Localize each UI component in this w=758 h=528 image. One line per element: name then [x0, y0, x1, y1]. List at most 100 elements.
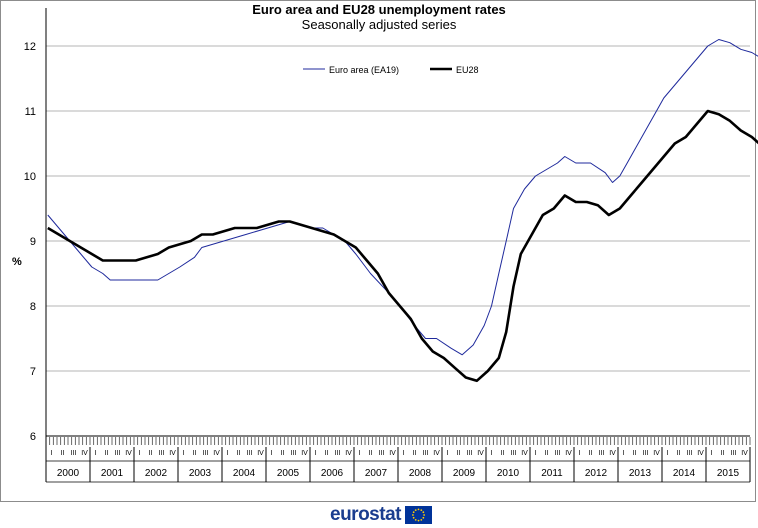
- quarter-label: IV: [521, 450, 528, 457]
- quarter-label: II: [589, 450, 593, 457]
- flag-star-icon: [412, 511, 415, 514]
- year-label: 2001: [101, 468, 124, 479]
- quarter-label: IV: [565, 450, 572, 457]
- year-label: 2004: [233, 468, 256, 479]
- flag-star-icon: [420, 509, 423, 512]
- quarter-label: I: [711, 450, 713, 457]
- quarter-label: IV: [345, 450, 352, 457]
- year-label: 2006: [321, 468, 344, 479]
- year-label: 2013: [629, 468, 652, 479]
- quarter-label: II: [369, 450, 373, 457]
- quarter-label: III: [115, 450, 121, 457]
- quarter-label: I: [95, 450, 97, 457]
- quarter-label: II: [457, 450, 461, 457]
- year-label: 2010: [497, 468, 520, 479]
- year-label: 2009: [453, 468, 476, 479]
- quarter-label: III: [599, 450, 605, 457]
- y-axis-label: %: [12, 256, 22, 268]
- flag-star-icon: [417, 519, 420, 522]
- legend-label-eu28: EU28: [456, 65, 479, 75]
- quarter-label: III: [687, 450, 693, 457]
- flag-star-icon: [417, 508, 420, 511]
- quarter-label: III: [379, 450, 385, 457]
- quarter-label: II: [413, 450, 417, 457]
- quarter-label: III: [731, 450, 737, 457]
- quarter-label: I: [623, 450, 625, 457]
- chart-frame: [0, 0, 756, 502]
- quarter-label: I: [403, 450, 405, 457]
- year-label: 2015: [717, 468, 740, 479]
- flag-star-icon: [414, 509, 417, 512]
- quarter-label: II: [721, 450, 725, 457]
- quarter-label: III: [555, 450, 561, 457]
- flag-star-icon: [420, 518, 423, 521]
- quarter-label: IV: [81, 450, 88, 457]
- y-tick-label: 7: [30, 366, 36, 378]
- flag-star-icon: [411, 514, 414, 516]
- flag-background: [404, 506, 432, 524]
- flag-star-icon: [422, 511, 425, 514]
- flag-star-icon: [423, 514, 425, 516]
- y-tick-label: 10: [24, 171, 36, 183]
- quarter-label: IV: [257, 450, 264, 457]
- quarter-label: II: [501, 450, 505, 457]
- eurostat-logo: eurostat: [330, 504, 401, 525]
- quarter-label: I: [579, 450, 581, 457]
- quarter-label: III: [291, 450, 297, 457]
- quarter-label: IV: [697, 450, 704, 457]
- quarter-label: IV: [213, 450, 220, 457]
- quarter-label: IV: [389, 450, 396, 457]
- quarter-label: IV: [301, 450, 308, 457]
- quarter-label: IV: [741, 450, 748, 457]
- quarter-label: II: [193, 450, 197, 457]
- quarter-label: II: [545, 450, 549, 457]
- quarter-label: II: [105, 450, 109, 457]
- chart-title: Euro area and EU28 unemployment rates: [252, 2, 506, 17]
- flag-star-icon: [414, 518, 417, 521]
- chart-subtitle: Seasonally adjusted series: [301, 17, 457, 32]
- quarter-label: I: [227, 450, 229, 457]
- series-line-ea19: [47, 39, 758, 356]
- quarter-label: I: [271, 450, 273, 457]
- flag-star-icon: [422, 516, 425, 519]
- year-label: 2008: [409, 468, 432, 479]
- quarter-label: I: [51, 450, 53, 457]
- quarter-label: III: [423, 450, 429, 457]
- quarter-label: II: [149, 450, 153, 457]
- quarter-label: III: [247, 450, 253, 457]
- quarter-label: IV: [609, 450, 616, 457]
- legend-label-ea19: Euro area (EA19): [329, 65, 399, 75]
- quarter-label: IV: [433, 450, 440, 457]
- eu-flag-icon: [404, 506, 432, 524]
- year-label: 2012: [585, 468, 608, 479]
- quarter-label: II: [281, 450, 285, 457]
- quarter-label: IV: [653, 450, 660, 457]
- year-label: 2002: [145, 468, 168, 479]
- quarter-label: I: [667, 450, 669, 457]
- series-line-eu28: [47, 109, 758, 383]
- quarter-label: I: [315, 450, 317, 457]
- year-label: 2007: [365, 468, 388, 479]
- eurostat-footer: eurostat: [330, 505, 432, 525]
- quarter-label: III: [643, 450, 649, 457]
- quarter-label: II: [677, 450, 681, 457]
- quarter-label: IV: [477, 450, 484, 457]
- quarter-label: I: [183, 450, 185, 457]
- quarter-label: II: [325, 450, 329, 457]
- y-tick-label: 11: [25, 106, 36, 118]
- quarter-label: IV: [125, 450, 132, 457]
- quarter-label: III: [159, 450, 165, 457]
- year-label: 2005: [277, 468, 300, 479]
- quarter-label: III: [71, 450, 77, 457]
- y-tick-label: 9: [30, 236, 36, 248]
- quarter-label: I: [359, 450, 361, 457]
- quarter-label: II: [633, 450, 637, 457]
- quarter-label: II: [61, 450, 65, 457]
- year-label: 2011: [541, 468, 563, 479]
- year-label: 2000: [57, 468, 80, 479]
- quarter-label: I: [491, 450, 493, 457]
- quarter-label: I: [139, 450, 141, 457]
- quarter-label: IV: [169, 450, 176, 457]
- quarter-label: I: [447, 450, 449, 457]
- quarter-label: III: [203, 450, 209, 457]
